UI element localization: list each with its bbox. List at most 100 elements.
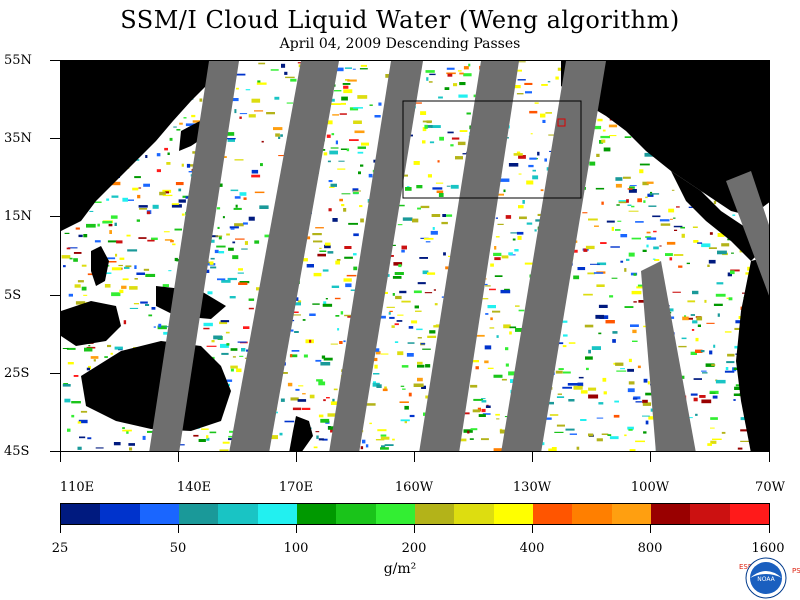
cloud-water-pixel [335,140,338,145]
cloud-water-pixel [542,119,546,123]
cloud-water-pixel [345,283,352,288]
cloud-water-pixel [306,264,314,268]
cloud-water-pixel [134,265,137,269]
cloud-water-pixel [124,266,130,269]
cloud-water-pixel [653,246,659,250]
cloud-water-pixel [231,98,239,102]
cloud-water-pixel [397,314,404,316]
cloud-water-pixel [665,253,673,256]
cloud-water-pixel [326,120,333,125]
cloud-water-pixel [608,124,618,128]
cloud-water-pixel [317,253,326,257]
cloud-water-pixel [238,268,243,271]
cloud-water-pixel [81,286,87,291]
cloud-water-pixel [350,289,358,291]
cloud-water-pixel [398,264,402,268]
philippines-island [91,246,109,286]
cloud-water-pixel [313,272,322,277]
swath-2 [229,61,339,451]
cloud-water-pixel [690,393,698,396]
cloud-water-pixel [162,194,173,197]
cloud-water-pixel [273,127,283,131]
cloud-water-pixel [116,240,123,244]
cloud-water-pixel [472,409,481,413]
cloud-water-pixel [78,419,88,424]
cloud-water-pixel [569,433,577,435]
cloud-water-pixel [210,266,217,269]
cloud-water-pixel [392,276,402,279]
cloud-water-pixel [426,120,432,124]
cloud-water-pixel [139,208,148,210]
cloud-water-pixel [256,82,267,85]
cloud-water-pixel [316,435,319,439]
cloud-water-pixel [71,401,81,404]
cloud-water-pixel [601,139,606,143]
cloud-water-pixel [218,251,225,254]
cloud-water-pixel [428,81,433,83]
cloud-water-pixel [712,395,718,399]
lat-tick [50,60,60,61]
cloud-water-pixel [635,221,644,223]
cloud-water-pixel [580,390,588,394]
cloud-water-pixel [164,147,168,151]
cloud-water-pixel [335,315,340,317]
cloud-water-pixel [687,300,696,303]
cloud-water-pixel [353,266,358,271]
cloud-water-pixel [327,251,334,254]
cloud-water-pixel [532,175,539,180]
cloud-water-pixel [302,319,306,321]
cloud-water-pixel [278,155,288,157]
cloud-water-pixel [508,371,515,376]
cloud-water-pixel [86,367,90,371]
cloud-water-pixel [188,164,195,167]
cloud-water-pixel [143,183,150,187]
cloud-water-pixel [624,268,627,272]
cloud-water-pixel [339,341,343,344]
cloud-water-pixel [181,163,184,167]
cloud-water-pixel [353,253,357,256]
cloud-water-pixel [699,395,706,398]
cloud-water-pixel [565,428,575,431]
cloud-water-pixel [178,188,182,192]
cloud-water-pixel [360,64,367,67]
cloud-water-pixel [495,413,500,416]
cloud-water-pixel [516,151,521,155]
cloud-water-pixel [374,364,378,369]
cloud-water-pixel [598,332,602,335]
cloud-water-pixel [372,382,380,387]
cloud-water-pixel [358,171,361,175]
cloud-water-pixel [524,262,535,265]
cloud-water-pixel [206,345,217,347]
cloud-water-pixel [459,82,466,86]
cloud-water-pixel [406,353,414,357]
cloud-water-pixel [145,155,148,158]
cloud-water-pixel [653,230,657,233]
cloud-water-pixel [286,102,294,104]
cloud-water-pixel [632,340,638,342]
cloud-water-pixel [219,321,228,325]
cloud-water-pixel [83,294,88,296]
cloud-water-pixel [629,186,635,189]
cloud-water-pixel [66,247,71,250]
cloud-water-pixel [248,216,255,221]
cloud-water-pixel [627,388,635,393]
cloud-water-pixel [123,320,127,325]
cloud-water-pixel [232,255,239,260]
cloud-water-pixel [328,426,338,430]
cloud-water-pixel [504,288,510,291]
cloud-water-pixel [623,176,631,179]
cloud-water-pixel [690,314,695,316]
cloud-water-pixel [629,449,636,451]
cloud-water-pixel [236,368,242,373]
cloud-water-pixel [64,232,70,234]
colorbar-label: 25 [51,541,69,556]
colorbar-swatch [100,504,140,524]
cloud-water-pixel [693,397,698,402]
cloud-water-pixel [637,198,642,203]
cloud-water-pixel [360,446,364,450]
cloud-water-pixel [353,120,362,124]
cloud-water-pixel [708,259,716,264]
cloud-water-pixel [501,255,509,259]
cloud-water-pixel [425,364,431,368]
cloud-water-pixel [652,215,661,218]
